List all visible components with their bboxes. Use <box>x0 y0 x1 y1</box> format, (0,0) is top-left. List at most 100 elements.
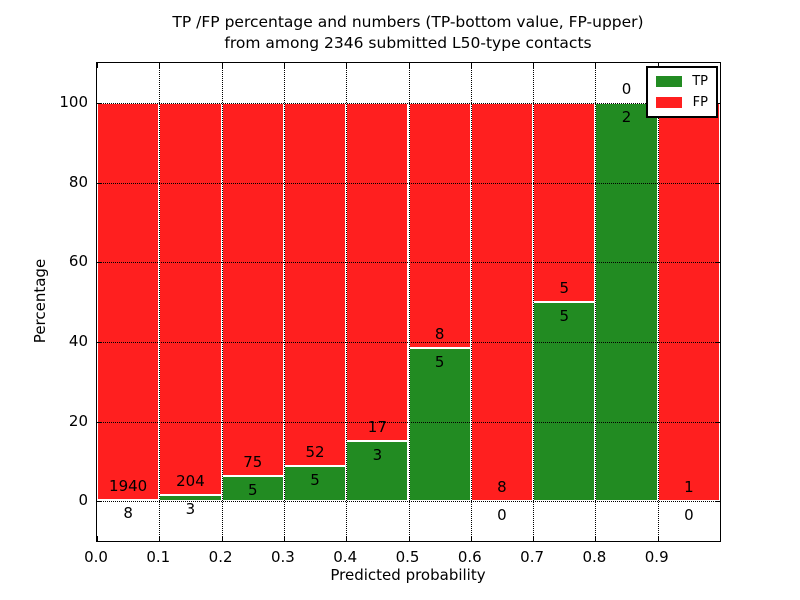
x-axis-tick <box>283 63 285 68</box>
legend-label: TP <box>692 74 708 89</box>
x-axis-tick <box>595 63 597 68</box>
x-tick-label: 0.4 <box>333 548 358 566</box>
y-axis-tick <box>715 341 720 343</box>
y-tick-label: 20 <box>68 411 88 430</box>
tp-count-label: 0 <box>497 506 507 525</box>
x-axis-tick <box>533 536 535 541</box>
x-tick-label: 0.2 <box>208 548 233 566</box>
y-axis-tick <box>715 262 720 264</box>
fp-count-label: 75 <box>243 453 263 472</box>
v-gridline <box>408 63 410 541</box>
x-axis-tick <box>221 63 223 68</box>
fp-bar-segment <box>533 102 596 302</box>
x-tick-label: 0.3 <box>270 548 295 566</box>
tp-count-label: 5 <box>559 306 570 325</box>
fp-count-label: 204 <box>176 472 205 491</box>
tp-bar-segment <box>595 102 658 502</box>
v-gridline <box>159 63 161 541</box>
fp-bar-segment <box>408 102 471 348</box>
tp-count-label: 5 <box>310 471 320 490</box>
chart-title-line2: from among 2346 submitted L50-type conta… <box>224 34 592 52</box>
x-axis-tick <box>346 63 348 68</box>
v-gridline <box>346 63 348 541</box>
x-axis-tick <box>283 536 285 541</box>
fp-count-label: 52 <box>305 443 325 462</box>
x-axis-tick <box>657 536 659 541</box>
x-axis-tick <box>533 63 535 68</box>
x-tick-label: 0.9 <box>644 548 669 566</box>
x-axis-label: Predicted probability <box>330 566 486 584</box>
fp-bar-segment <box>657 102 720 502</box>
fp-bar-segment <box>97 102 160 500</box>
legend-entry: TP <box>656 74 708 89</box>
x-tick-label: 0.1 <box>146 548 171 566</box>
v-gridline <box>595 63 597 541</box>
x-tick-label: 0.6 <box>457 548 482 566</box>
fp-count-label: 8 <box>434 325 445 344</box>
x-axis-tick <box>408 536 410 541</box>
x-axis-tick <box>595 536 597 541</box>
fp-bar-segment <box>221 102 284 477</box>
x-axis-tick <box>657 63 659 68</box>
tp-count-label: 3 <box>185 500 196 519</box>
y-tick-label: 60 <box>68 252 88 271</box>
y-tick-label: 100 <box>59 92 88 111</box>
v-gridline <box>283 63 285 541</box>
x-axis-tick <box>720 63 721 68</box>
y-axis-tick <box>97 102 102 104</box>
y-tick-label: 40 <box>68 331 88 350</box>
v-gridline <box>657 63 659 541</box>
fp-bar-segment <box>346 102 409 442</box>
x-axis-tick <box>470 63 472 68</box>
tp-bar-segment <box>533 302 596 502</box>
fp-bar-segment <box>159 102 222 496</box>
tp-count-label: 0 <box>684 506 694 525</box>
y-axis-tick <box>97 262 102 264</box>
v-gridline <box>221 63 223 541</box>
x-axis-tick <box>97 536 98 541</box>
legend-label: FP <box>692 95 708 110</box>
v-gridline <box>533 63 535 541</box>
x-axis-tick <box>221 536 223 541</box>
y-axis-tick <box>97 501 102 503</box>
x-tick-label: 0.8 <box>582 548 607 566</box>
tp-count-label: 2 <box>621 107 632 126</box>
y-tick-label: 80 <box>68 172 88 191</box>
y-axis-label: Percentage <box>31 258 49 344</box>
y-axis-tick <box>715 182 720 184</box>
fp-bar-segment <box>283 102 347 467</box>
y-axis-tick <box>715 501 720 503</box>
tp-count-label: 8 <box>123 504 133 523</box>
fp-count-label: 5 <box>559 279 570 298</box>
y-axis-tick <box>97 182 102 184</box>
plot-area: 1940 8 204 3 75 5 52 5 17 3 8 5 8 0 5 5 0 2 1 0 TP FP <box>96 62 721 542</box>
x-axis-tick <box>346 536 348 541</box>
y-tick-label: 0 <box>78 491 88 510</box>
fp-legend-swatch <box>656 97 683 108</box>
fp-count-label: 0 <box>621 79 632 98</box>
x-axis-tick <box>97 63 98 68</box>
tp-bar-segment <box>97 499 160 502</box>
x-tick-label: 0.7 <box>520 548 545 566</box>
y-axis-tick <box>97 341 102 343</box>
legend-entry: FP <box>656 95 708 110</box>
y-axis-tick <box>715 421 720 423</box>
tp-count-label: 5 <box>247 481 258 500</box>
x-axis-tick <box>470 536 472 541</box>
fp-count-label: 17 <box>367 418 387 437</box>
tp-bar-segment <box>283 466 347 502</box>
fp-count-label: 1 <box>684 478 694 497</box>
x-tick-label: 0.0 <box>84 548 108 566</box>
tp-legend-swatch <box>656 76 683 87</box>
tp-bar-segment <box>221 476 284 502</box>
v-gridline <box>470 63 472 541</box>
x-axis-tick <box>159 536 161 541</box>
fp-bar-segment <box>470 102 534 502</box>
fp-count-label: 1940 <box>109 476 148 495</box>
x-tick-label: 0.5 <box>395 548 420 566</box>
tp-count-label: 5 <box>434 352 445 371</box>
legend: TP FP <box>646 66 718 118</box>
fp-count-label: 8 <box>497 478 507 497</box>
x-axis-tick <box>408 63 410 68</box>
